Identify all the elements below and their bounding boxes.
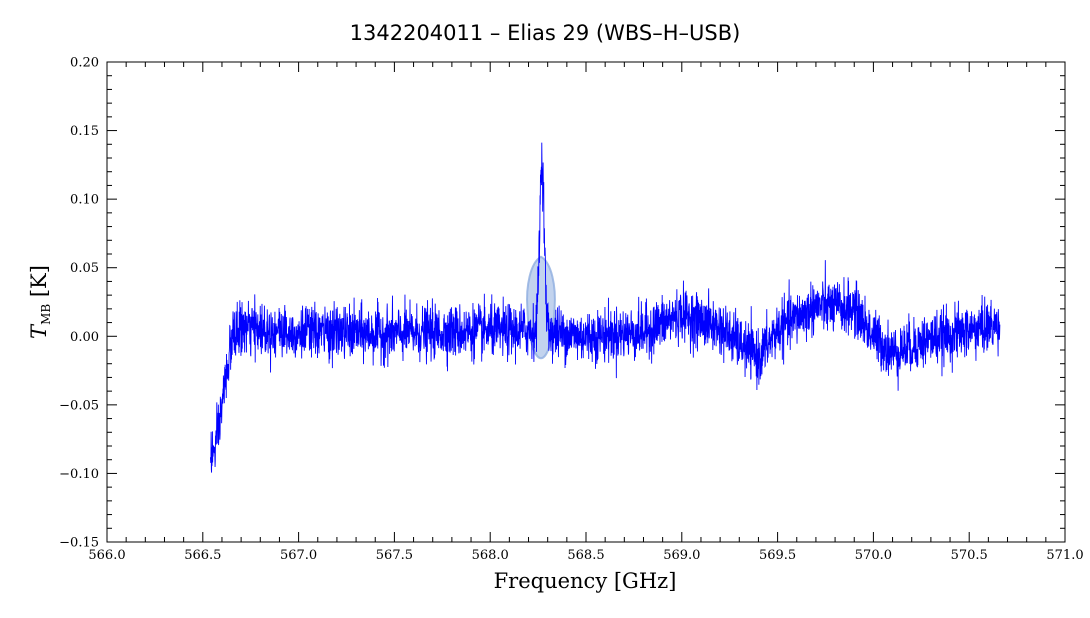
x-tick-label: 567.5 — [376, 548, 413, 563]
x-tick-label: 566.0 — [88, 548, 125, 563]
y-tick-label: 0.15 — [70, 124, 99, 139]
x-tick-label: 566.5 — [184, 548, 221, 563]
x-tick-label: 571.0 — [1046, 548, 1083, 563]
plot-frame — [106, 61, 1066, 543]
y-tick-label: −0.05 — [59, 398, 99, 413]
chart-title: 1342204011 – Elias 29 (WBS–H–USB) — [350, 21, 741, 45]
x-axis-ticks — [106, 62, 1066, 542]
x-tick-label: 568.0 — [472, 548, 509, 563]
x-tick-label: 568.5 — [567, 548, 604, 563]
y-tick-label: −0.10 — [59, 467, 99, 482]
y-axis-title-unit: [K] — [27, 265, 51, 304]
x-tick-label: 570.0 — [855, 548, 892, 563]
y-axis-title-symbol: T — [27, 323, 51, 339]
y-tick-label: 0.05 — [70, 261, 99, 276]
x-axis-title: Frequency [GHz] — [494, 569, 677, 593]
y-tick-label: 0.10 — [70, 193, 99, 208]
x-tick-label: 569.5 — [759, 548, 796, 563]
x-tick-label: 567.0 — [280, 548, 317, 563]
x-tick-label: 570.5 — [951, 548, 988, 563]
y-tick-label: −0.15 — [59, 536, 99, 551]
y-tick-label: 0.20 — [70, 56, 99, 71]
y-tick-label: 0.00 — [70, 330, 99, 345]
plot-area: 566.0 566.5 567.0 567.5 568.0 568.5 569.0 569.5… — [59, 56, 1083, 564]
y-axis-title: TMB [K] — [27, 265, 53, 339]
spectrum-line — [210, 142, 1001, 473]
y-axis-tick-labels: −0.15 −0.10 −0.05 0.00 0.05 0.10 0.15 0.20 — [59, 56, 99, 551]
y-axis-ticks — [107, 61, 1065, 543]
series-layer — [210, 142, 1001, 473]
x-tick-label: 569.0 — [663, 548, 700, 563]
x-axis-tick-labels: 566.0 566.5 567.0 567.5 568.0 568.5 569.0 569.5… — [88, 548, 1083, 563]
y-axis-title-subscript: MB — [39, 304, 53, 325]
